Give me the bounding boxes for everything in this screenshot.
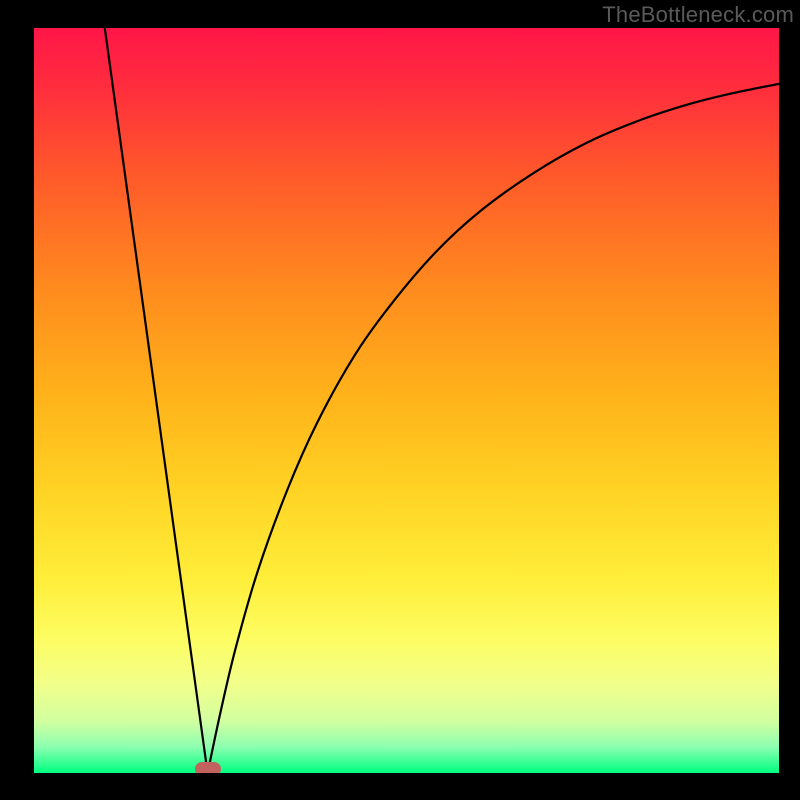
chart-container: TheBottleneck.com xyxy=(0,0,800,800)
plot-background xyxy=(34,28,779,773)
optimum-marker xyxy=(195,762,221,773)
plot-svg xyxy=(34,28,779,773)
watermark-label: TheBottleneck.com xyxy=(602,2,794,28)
plot-area xyxy=(34,28,779,773)
